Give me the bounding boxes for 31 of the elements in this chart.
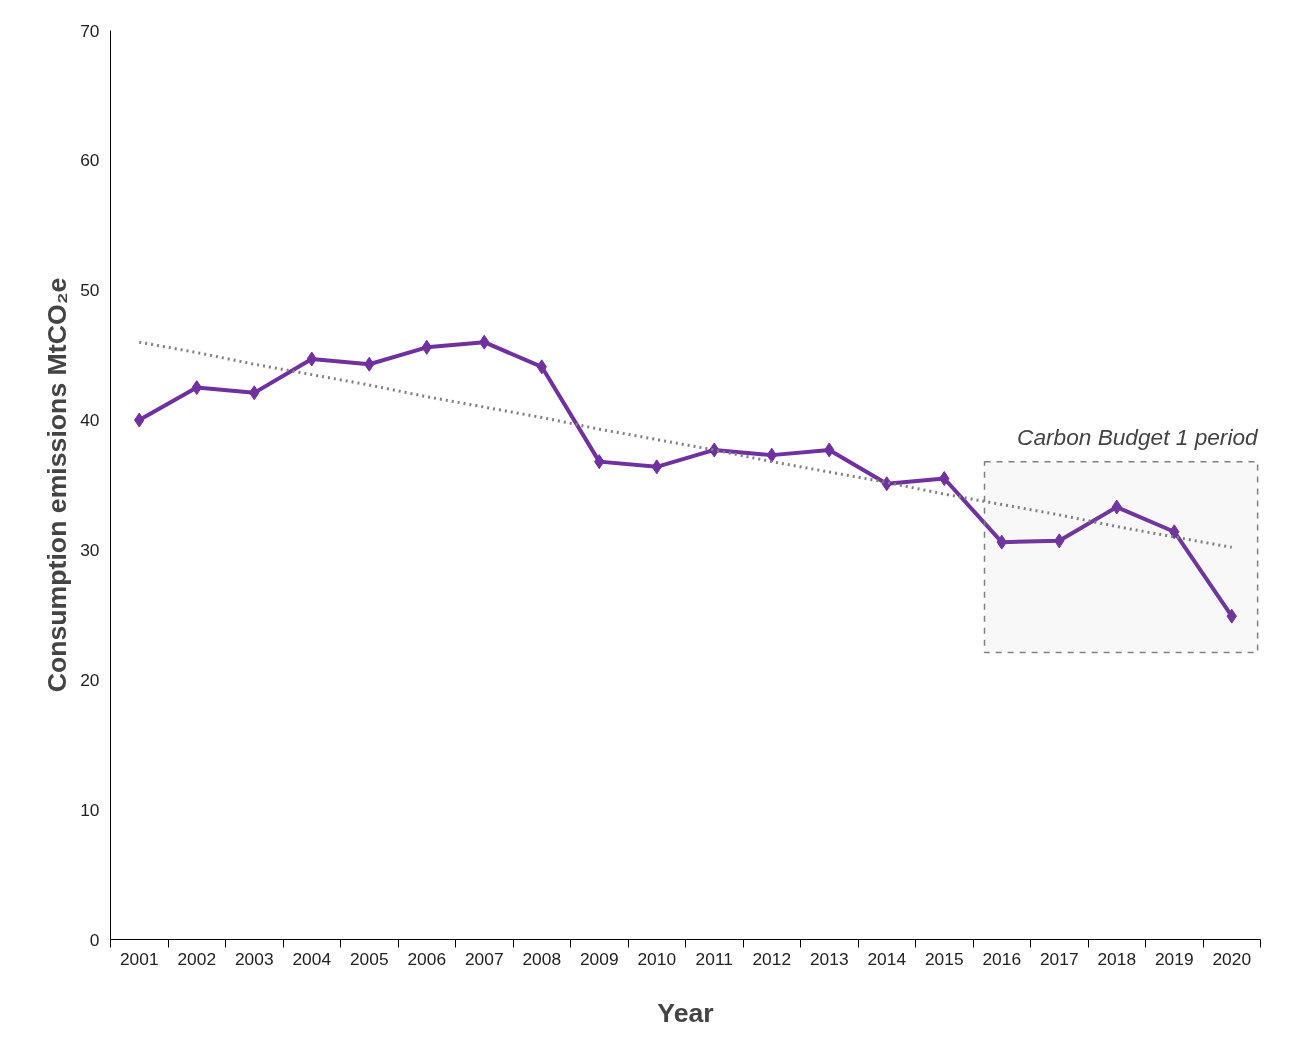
x-tick-label: 2013 <box>809 948 849 969</box>
x-tick-label: 2008 <box>522 948 562 969</box>
x-tick-label: 2005 <box>349 948 389 969</box>
y-tick-label: 0 <box>89 929 100 950</box>
y-tick-label: 10 <box>80 799 100 820</box>
band-label: Carbon Budget 1 period <box>1017 423 1260 450</box>
x-tick-label: 2010 <box>637 948 677 969</box>
y-tick-label: 50 <box>80 280 100 301</box>
x-tick-label: 2018 <box>1097 948 1137 969</box>
y-tick-label: 70 <box>80 20 100 41</box>
y-tick-label: 40 <box>80 410 100 431</box>
x-tick-label: 2009 <box>579 948 619 969</box>
x-tick-label: 2007 <box>464 948 504 969</box>
x-tick-label: 2011 <box>695 948 733 969</box>
x-tick-label: 2012 <box>752 948 792 969</box>
x-axis-title: Year <box>657 997 714 1028</box>
x-tick-label: 2020 <box>1212 948 1252 969</box>
x-tick-label: 2006 <box>407 948 447 969</box>
x-tick-label: 2017 <box>1039 948 1079 969</box>
y-tick-label: 20 <box>80 669 100 690</box>
y-axis-title: Consumption emissions MtCO₂e <box>42 277 73 693</box>
y-tick-label: 30 <box>80 539 100 560</box>
x-tick-label: 2019 <box>1154 948 1194 969</box>
x-tick-label: 2002 <box>177 948 217 969</box>
x-tick-label: 2016 <box>982 948 1022 969</box>
x-tick-label: 2014 <box>867 948 907 969</box>
y-tick-label: 60 <box>80 150 100 171</box>
x-tick-label: 2001 <box>119 948 159 969</box>
x-tick-label: 2015 <box>924 948 964 969</box>
x-tick-label: 2004 <box>292 948 332 969</box>
x-tick-label: 2003 <box>234 948 274 969</box>
